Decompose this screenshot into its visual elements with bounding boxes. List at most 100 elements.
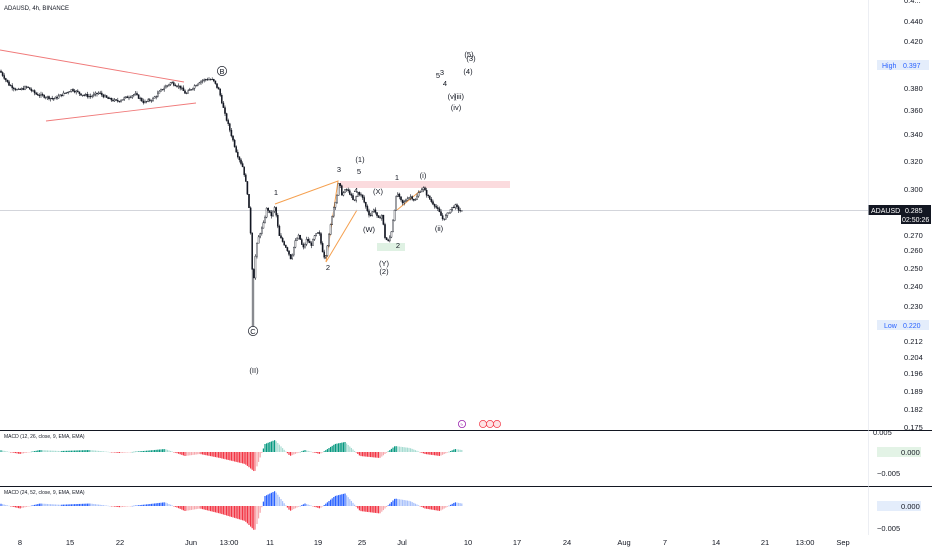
macd-bar xyxy=(98,450,100,452)
wave-label-w4[interactable]: 4 xyxy=(354,186,358,195)
wave-label-f4[interactable]: 4 xyxy=(443,79,447,88)
macd-bar xyxy=(355,506,357,507)
wave-label-II[interactable]: (II) xyxy=(249,366,259,375)
candle xyxy=(91,94,93,99)
resistance-zone[interactable] xyxy=(340,181,510,188)
macd-bar xyxy=(262,501,264,506)
macd-bar xyxy=(150,450,152,452)
wave-label-i[interactable]: (i) xyxy=(420,171,427,180)
wave-label-s1[interactable]: 1 xyxy=(395,173,399,182)
candle xyxy=(123,96,125,101)
candle xyxy=(398,192,401,200)
wave-label-B[interactable]: B xyxy=(219,67,224,76)
macd1-histogram xyxy=(0,440,463,472)
candle xyxy=(408,197,410,200)
macd-bar xyxy=(226,506,228,516)
candle xyxy=(371,211,374,217)
candle xyxy=(424,186,426,191)
macd-bar xyxy=(202,452,204,455)
time-axis[interactable]: 8 15 22 Jun 13:00 11 19 25 Jul 10 17 24 Aug 7 14 21 13:0… xyxy=(18,538,850,547)
macd-bar xyxy=(179,452,181,455)
candle xyxy=(230,128,233,138)
wave-label-iii[interactable]: (iii) xyxy=(454,92,464,101)
wedge-lower-line[interactable] xyxy=(45,102,197,122)
wave-label-p4[interactable]: (4) xyxy=(463,67,473,76)
event-lightning-icon[interactable] xyxy=(457,419,466,428)
macd-bar xyxy=(370,452,372,458)
wave-label-p3[interactable]: (3) xyxy=(466,54,476,63)
candle xyxy=(40,91,42,98)
wave-label-v[interactable]: (v) xyxy=(448,92,457,101)
time-tick: 22 xyxy=(116,538,124,547)
wave-label-X[interactable]: (X) xyxy=(373,187,384,196)
symbol-title: ADAUSD, 4h, BINANCE xyxy=(4,6,69,12)
wave-label-w2[interactable]: 2 xyxy=(326,263,330,272)
candle xyxy=(118,100,121,103)
wave-label-w3[interactable]: 3 xyxy=(337,165,341,174)
wave-sub-projection[interactable] xyxy=(396,190,421,211)
candle xyxy=(51,95,53,101)
price-axis[interactable]: 0.4400.4200.4000.3800.3600.3400.3200.300… xyxy=(904,0,923,432)
macd-bar xyxy=(184,506,186,511)
wave-label-iv[interactable]: (iv) xyxy=(451,103,462,112)
wave-label-f3[interactable]: 3 xyxy=(440,68,444,77)
events-row[interactable]: ϟ xyxy=(457,419,501,428)
price-tick: 0.420 xyxy=(904,37,923,46)
macd-bar xyxy=(214,506,216,513)
macd-bar xyxy=(442,452,444,455)
macd-bar xyxy=(19,452,21,454)
macd-bar xyxy=(157,503,159,506)
wave-label-Y[interactable]: (Y) xyxy=(379,259,390,268)
macd-bar xyxy=(75,504,77,506)
macd-bar xyxy=(408,447,410,452)
candle xyxy=(62,90,65,97)
candle xyxy=(182,85,185,92)
macd-bar xyxy=(122,452,124,453)
candle xyxy=(331,215,334,226)
wave-label-f5[interactable]: 5 xyxy=(436,71,440,80)
macd-bar xyxy=(122,506,124,507)
candle xyxy=(115,99,117,102)
macd-bar xyxy=(416,504,418,506)
wave-label-s2[interactable]: 2 xyxy=(396,241,400,250)
macd-bar xyxy=(179,506,181,509)
macd-bar xyxy=(395,446,397,452)
wave-label-W[interactable]: (W) xyxy=(363,225,376,234)
event-flag-icon-1[interactable] xyxy=(479,420,487,428)
event-flag-icon-2[interactable] xyxy=(486,420,494,428)
macd-bar xyxy=(397,446,399,452)
macd-bar xyxy=(162,502,164,506)
wave-label-C[interactable]: C xyxy=(250,327,256,336)
macd-bar xyxy=(386,506,388,507)
candle xyxy=(61,94,63,98)
macd-bar xyxy=(59,450,61,452)
candle xyxy=(441,213,444,221)
candle xyxy=(395,195,398,211)
support-zone[interactable] xyxy=(377,243,405,251)
macd-bar xyxy=(315,506,317,508)
candle xyxy=(246,181,249,196)
candle xyxy=(429,195,431,200)
wave-label-p1[interactable]: (1) xyxy=(355,155,365,164)
candle xyxy=(168,83,170,87)
wedge-upper-line[interactable] xyxy=(0,49,185,83)
candle xyxy=(45,96,47,100)
wave-label-w5[interactable]: 5 xyxy=(357,167,361,176)
wave-label-w1[interactable]: 1 xyxy=(274,188,278,197)
candle xyxy=(283,240,286,246)
wave-label-ii[interactable]: (ii) xyxy=(435,224,444,233)
candle xyxy=(153,95,156,99)
macd-bar xyxy=(461,449,463,452)
candle xyxy=(124,96,127,99)
macd-bar xyxy=(250,452,252,469)
wave-label-p2[interactable]: (2) xyxy=(379,267,389,276)
macd-bar xyxy=(461,503,463,506)
event-flag-icon-3[interactable] xyxy=(493,420,501,428)
macd-bar xyxy=(254,506,256,530)
macd-bar xyxy=(158,449,160,452)
macd-bar xyxy=(408,500,410,506)
macd-bar xyxy=(317,452,319,454)
low-badge: Low 0.220 xyxy=(877,320,929,330)
wave-label-p5[interactable]: (5) xyxy=(464,50,474,59)
